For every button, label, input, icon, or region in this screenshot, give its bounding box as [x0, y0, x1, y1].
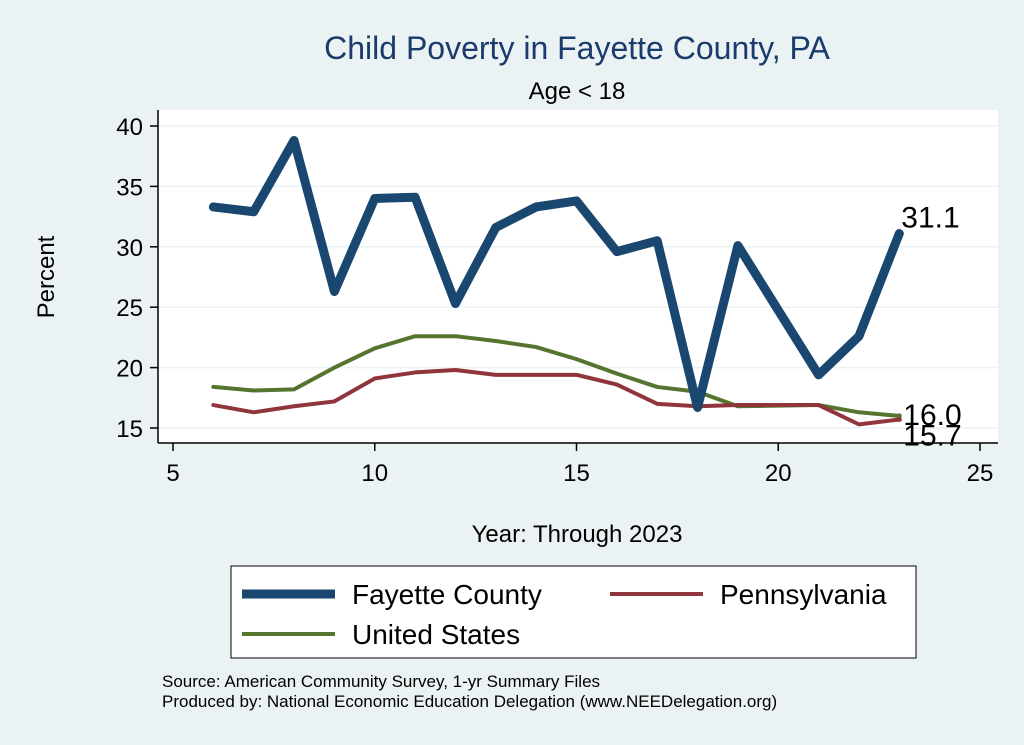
producer-note: Produced by: National Economic Education…: [162, 692, 778, 711]
y-axis-label: Percent: [33, 235, 60, 318]
y-tick-label: 20: [116, 356, 143, 383]
x-tick-label: 5: [166, 460, 179, 487]
legend-label: United States: [352, 619, 520, 650]
end-label: 16.0: [903, 399, 961, 432]
x-axis-label: Year: Through 2023: [472, 521, 683, 548]
end-label: 15.7: [903, 420, 961, 453]
chart-title: Child Poverty in Fayette County, PA: [324, 30, 830, 66]
end-point: [896, 231, 902, 237]
x-tick-label: 20: [765, 460, 792, 487]
y-tick-label: 40: [116, 114, 143, 141]
x-tick-label: 10: [361, 460, 388, 487]
end-point: [896, 413, 902, 419]
y-tick-label: 30: [116, 235, 143, 262]
grid-lines: [158, 125, 998, 429]
legend: Fayette County Pennsylvania United States: [230, 565, 917, 659]
y-tick-label: 15: [116, 416, 143, 443]
legend-label: Fayette County: [352, 579, 542, 610]
end-label: 31.1: [901, 202, 959, 235]
source-note: Source: American Community Survey, 1-yr …: [162, 672, 601, 691]
y-tick-label: 35: [116, 174, 143, 201]
footer: Source: American Community Survey, 1-yr …: [162, 672, 777, 712]
end-point: [896, 417, 902, 423]
series-line-pennsylvania: [211, 368, 902, 427]
end-labels: 31.1 15.716.0: [901, 202, 961, 453]
y-tick-label: 25: [116, 295, 143, 322]
chart-subtitle: Age < 18: [529, 78, 626, 105]
series-line-fayette-county: [208, 135, 904, 412]
tick-labels: 15 20 25 30 35 40 5 10 15 20 25: [116, 114, 993, 487]
series-lines: [208, 135, 904, 427]
legend-box: [230, 565, 917, 659]
x-tick-label: 15: [563, 460, 590, 487]
x-tick-label: 25: [967, 460, 994, 487]
legend-label: Pennsylvania: [720, 579, 887, 610]
axes: [150, 110, 998, 451]
